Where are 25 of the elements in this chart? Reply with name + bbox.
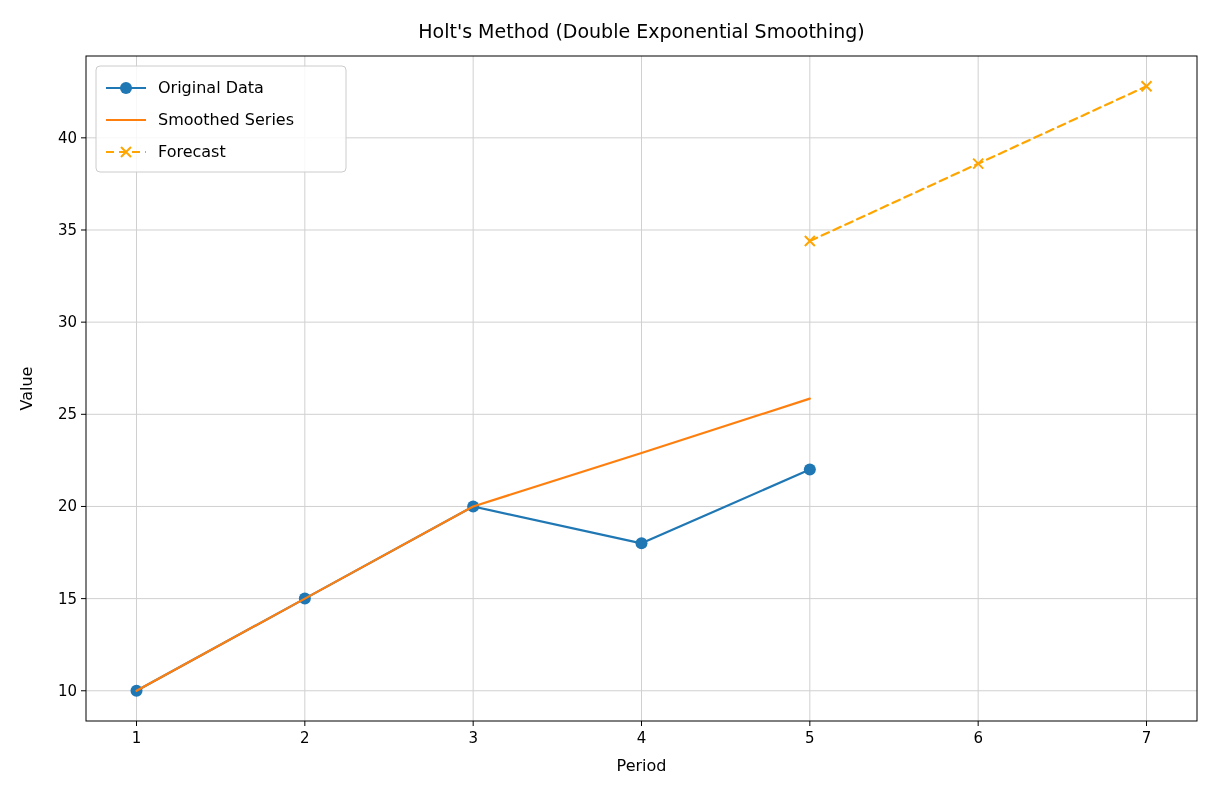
point	[1140, 80, 1153, 93]
y-tick-label: 30	[57, 313, 77, 332]
point	[803, 463, 816, 476]
x-tick-label: 5	[805, 729, 815, 747]
point	[803, 235, 816, 248]
point	[972, 157, 985, 170]
y-tick-label: 40	[57, 128, 77, 147]
x-tick-label: 4	[636, 729, 647, 747]
x-axis-title: Period	[616, 756, 667, 775]
legend-label: Original Data	[158, 78, 264, 97]
x-tick-label: 7	[1141, 729, 1152, 747]
y-axis-title: Value	[17, 366, 36, 411]
x-tick-label: 6	[973, 729, 983, 747]
legend-label: Smoothed Series	[158, 110, 295, 129]
legend-label: Forecast	[158, 142, 226, 161]
y-tick-label: 35	[57, 220, 77, 239]
x-tick-label: 3	[468, 729, 478, 747]
y-tick-label: 25	[57, 405, 77, 424]
y-tick-label: 15	[57, 589, 77, 608]
x-tick-label: 2	[300, 729, 310, 747]
x-tick-label: 1	[131, 729, 142, 747]
chart-title: Holt's Method (Double Exponential Smoothing)	[418, 20, 865, 42]
y-tick-label: 10	[57, 681, 77, 700]
y-tick-label: 20	[57, 497, 77, 516]
point	[635, 537, 648, 550]
